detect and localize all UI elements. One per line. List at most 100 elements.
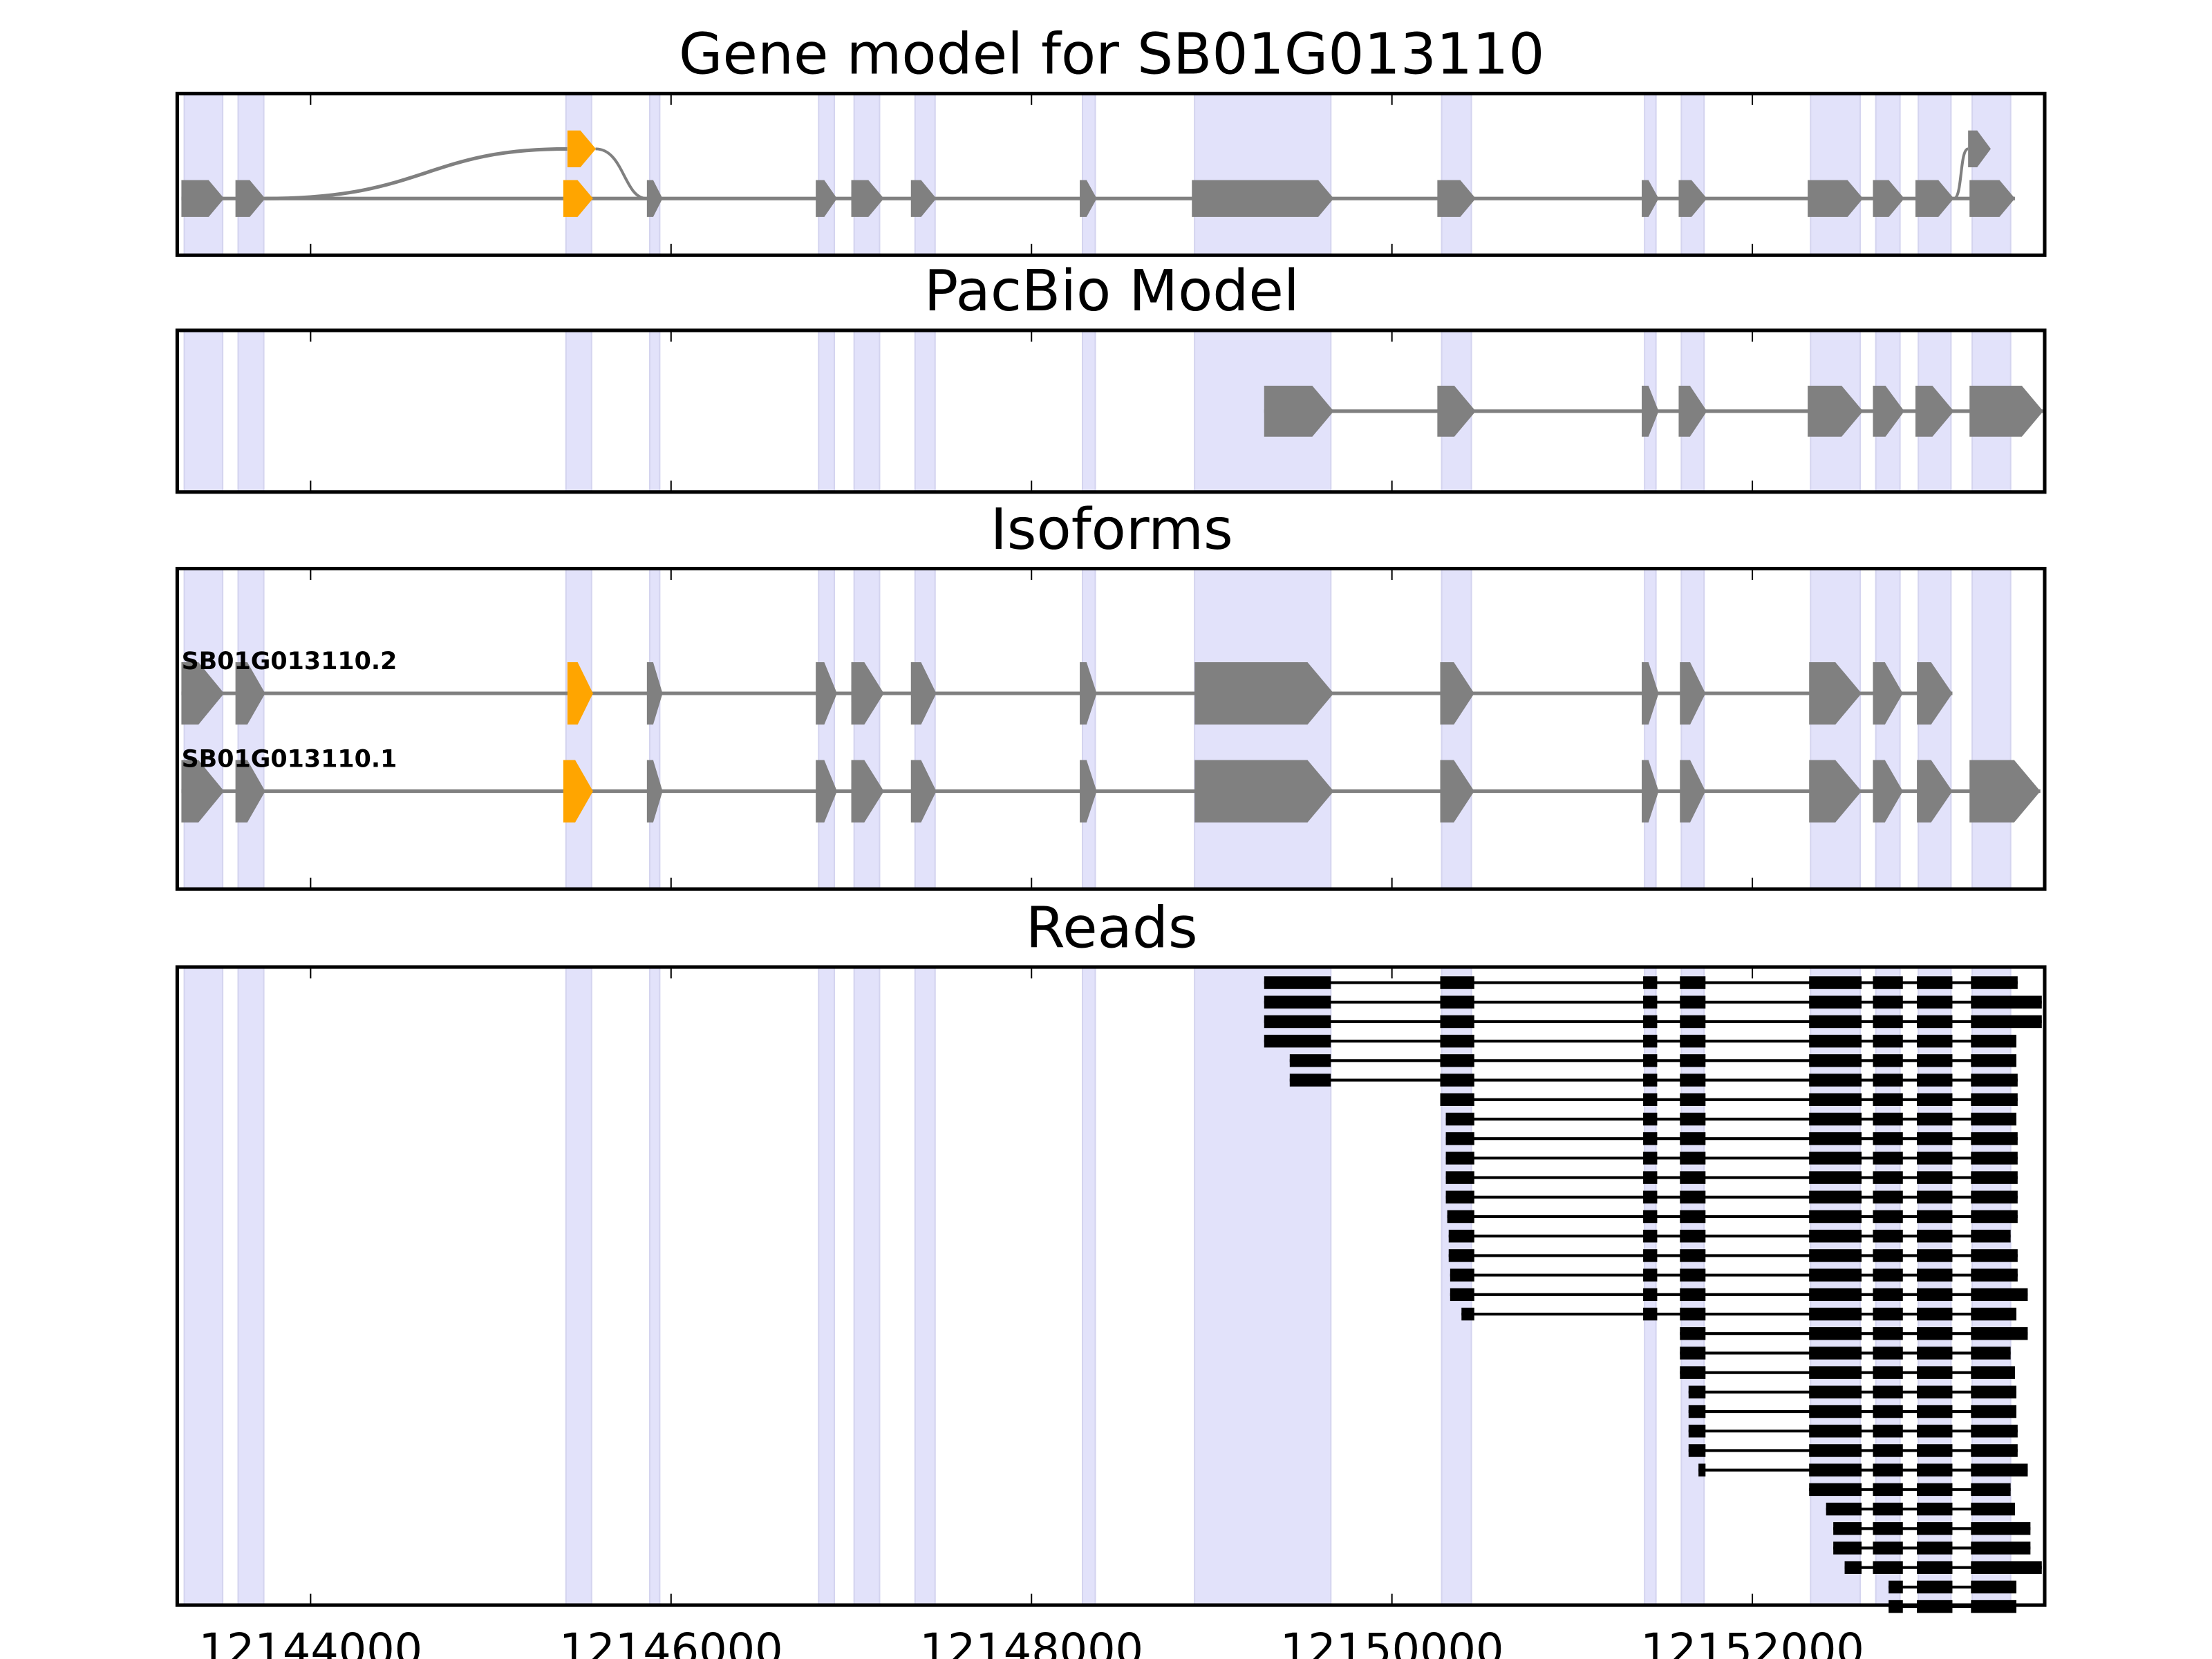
read-block <box>1809 1347 1862 1360</box>
read-block <box>1873 1190 1903 1204</box>
read-block <box>1971 1541 2031 1555</box>
read-block <box>1450 1268 1474 1282</box>
panel-frame <box>175 965 2047 1607</box>
read-block <box>1445 1171 1474 1184</box>
read-block <box>1873 1366 1903 1379</box>
read-block <box>1917 1288 1953 1302</box>
read-block <box>1809 1054 1862 1067</box>
read-block <box>1680 1093 1706 1106</box>
x-tick-label: 12146000 <box>559 1624 783 1659</box>
exon-band <box>1194 966 1332 1606</box>
read-block <box>1873 1054 1903 1067</box>
read-block <box>1971 1074 2018 1087</box>
exon-band <box>853 966 881 1606</box>
panel-title-pacbio: PacBio Model <box>924 259 1300 324</box>
read-block <box>1917 1327 1953 1340</box>
read-block <box>1971 1152 2018 1165</box>
read-block <box>1643 1093 1658 1106</box>
read-block <box>1873 1522 1903 1535</box>
panel-frame <box>175 91 2047 257</box>
read-block <box>1917 1112 1953 1126</box>
read-block <box>1917 1366 1953 1379</box>
exon-band <box>648 93 661 256</box>
x-tick-label: 12148000 <box>919 1624 1143 1659</box>
read-block <box>1809 1034 1862 1048</box>
exon-band <box>237 966 265 1606</box>
isoform-exon <box>910 662 937 725</box>
read-block <box>1289 1074 1331 1087</box>
read-block <box>1264 995 1331 1009</box>
isoform-exon <box>563 760 593 823</box>
read-block <box>1873 1074 1903 1087</box>
read-block <box>1873 1561 1903 1574</box>
read-block <box>1917 1444 1953 1457</box>
read-block <box>1917 1502 1953 1516</box>
read-block <box>1833 1522 1862 1535</box>
read-block <box>1643 1015 1658 1029</box>
exon <box>1969 180 2015 217</box>
isoform-exon <box>1809 662 1862 725</box>
read-block <box>1873 1229 1903 1243</box>
read-block <box>1971 1327 2028 1340</box>
read-block <box>1809 1210 1862 1224</box>
exon-band <box>1644 568 1657 890</box>
isoform-exon <box>235 662 265 725</box>
read-block <box>1971 1249 2018 1262</box>
read-block <box>1971 1307 2017 1321</box>
read-block <box>1809 1444 1862 1457</box>
read-block <box>1971 1385 2017 1399</box>
exon-band <box>183 966 224 1606</box>
read-block <box>1680 1171 1706 1184</box>
read-block <box>1971 1347 2011 1360</box>
splice-curve <box>265 147 568 200</box>
read-block <box>1680 1132 1706 1145</box>
x-tick-label: 12144000 <box>199 1624 423 1659</box>
exon-band <box>1971 966 2012 1606</box>
read-block <box>1688 1385 1706 1399</box>
exon-band <box>1918 568 1952 890</box>
isoform-exon <box>1080 662 1097 725</box>
read-block <box>1643 1171 1658 1184</box>
exon <box>563 180 593 217</box>
read-block <box>1873 1268 1903 1282</box>
read-block <box>1833 1541 1862 1555</box>
read-block <box>1917 1580 1953 1594</box>
splice-curve <box>595 147 647 200</box>
read-block <box>1809 995 1862 1009</box>
exon-band <box>1918 93 1952 256</box>
exon-band <box>1194 93 1332 256</box>
exon-band <box>183 329 224 493</box>
read-block <box>1917 995 1953 1009</box>
read-block <box>1445 1152 1474 1165</box>
pacbio-exon <box>1808 385 1864 437</box>
read-block <box>1971 1093 2018 1106</box>
read-block <box>1688 1405 1706 1418</box>
read-block <box>1680 1307 1706 1321</box>
exon-band <box>237 93 265 256</box>
exon-band <box>1441 966 1472 1606</box>
exon-band <box>914 966 936 1606</box>
exon-band <box>1875 93 1901 256</box>
read-block <box>1917 1385 1953 1399</box>
read-block <box>1917 1347 1953 1360</box>
read-block <box>1809 1152 1862 1165</box>
isoform-exon <box>1917 760 1953 823</box>
exon-band <box>1680 568 1705 890</box>
read-block <box>1680 995 1706 1009</box>
read-block <box>1917 1268 1953 1282</box>
read-block <box>1680 1152 1706 1165</box>
read-block <box>1264 1015 1331 1029</box>
read-block <box>1971 1405 2017 1418</box>
read-block <box>1643 1307 1658 1321</box>
read-block <box>1971 1522 2031 1535</box>
read-block <box>1809 1015 1862 1029</box>
read-block <box>1873 1112 1903 1126</box>
isoform-exon <box>1440 760 1474 823</box>
exon-band <box>1971 93 2012 256</box>
read-block <box>1873 1385 1903 1399</box>
read-block <box>1917 1307 1953 1321</box>
exon-band <box>1680 966 1705 1606</box>
isoform-exon <box>851 760 884 823</box>
read-block <box>1971 1210 2018 1224</box>
exon <box>1678 180 1707 217</box>
